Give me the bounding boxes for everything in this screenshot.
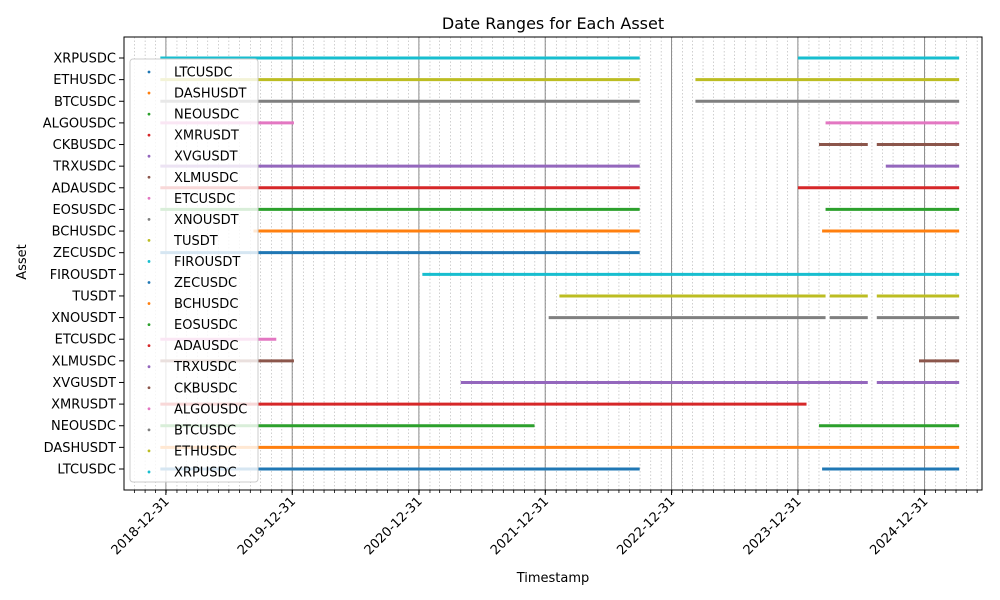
chart-title: Date Ranges for Each Asset — [442, 14, 664, 33]
y-tick-label: XLMUSDC — [52, 354, 116, 369]
legend-box — [129, 58, 259, 483]
legend-marker — [147, 91, 151, 95]
legend-marker — [147, 281, 151, 284]
legend-marker — [147, 386, 151, 390]
legend-label: FIROUSDT — [174, 255, 240, 270]
y-tick-label: XMRUSDT — [51, 398, 116, 413]
y-tick-label: NEOUSDC — [51, 419, 116, 434]
y-axis-label: Asset — [15, 244, 30, 280]
legend-label: ZECUSDC — [174, 276, 237, 291]
y-tick-label: ADAUSDC — [52, 181, 116, 196]
y-tick-label: ETHUSDC — [53, 73, 116, 88]
y-tick-label: LTCUSDC — [57, 463, 116, 478]
legend-label: XLMUSDC — [174, 171, 238, 186]
legend-label: ALGOUSDC — [174, 402, 247, 417]
x-axis-label: Timestamp — [516, 571, 590, 586]
legend-marker — [147, 112, 151, 116]
legend-label: BTCUSDC — [174, 423, 236, 438]
legend-label: XMRUSDT — [174, 129, 239, 144]
legend-label: XNOUSDT — [174, 213, 239, 228]
legend-label: CKBUSDC — [174, 381, 237, 396]
legend-marker — [147, 154, 151, 158]
y-tick-label: TUSDT — [71, 289, 116, 304]
y-tick-label: TRXUSDC — [52, 160, 116, 175]
legend-marker — [147, 239, 151, 242]
legend-marker — [147, 302, 151, 305]
legend-marker — [147, 196, 151, 200]
legend-label: DASHUSDT — [174, 87, 246, 102]
y-tick-label: EOSUSDC — [52, 203, 116, 218]
y-tick-label: XRPUSDC — [53, 52, 116, 67]
y-tick-label: BCHUSDC — [52, 225, 116, 240]
legend-label: XVGUSDT — [174, 150, 238, 165]
legend-label: EOSUSDC — [174, 318, 238, 333]
y-tick-label: XNOUSDT — [51, 311, 116, 326]
legend-label: ETCUSDC — [174, 192, 235, 207]
legend-label: LTCUSDC — [174, 66, 233, 81]
legend-marker — [147, 470, 151, 474]
y-tick-label: ZECUSDC — [53, 246, 116, 261]
y-tick-label: XVGUSDT — [52, 376, 116, 391]
legend-label: XRPUSDC — [174, 465, 237, 480]
legend: LTCUSDC DASHUSDT NEOUSDC XMRUSDT XVGUSDT XLMU… — [129, 58, 259, 483]
legend-label: TRXUSDC — [173, 360, 237, 375]
legend-marker — [147, 428, 151, 432]
legend-marker — [147, 217, 151, 221]
y-tick-label: ETCUSDC — [55, 333, 116, 348]
y-axis: LTCUSDC DASHUSDT NEOUSDC XMRUSDT XVGUSDT XLMU… — [43, 52, 124, 478]
legend-marker — [147, 344, 151, 348]
legend-marker — [147, 365, 151, 369]
y-tick-label: DASHUSDT — [44, 441, 116, 456]
legend-label: ETHUSDC — [174, 444, 237, 459]
y-tick-label: BTCUSDC — [54, 95, 116, 110]
y-tick-label: CKBUSDC — [53, 138, 116, 153]
legend-marker — [147, 323, 151, 326]
legend-marker — [147, 70, 151, 74]
legend-marker — [147, 175, 151, 179]
legend-label: BCHUSDC — [174, 297, 238, 312]
legend-marker — [147, 133, 151, 137]
legend-label: NEOUSDC — [174, 108, 239, 123]
legend-marker — [147, 407, 151, 411]
legend-label: TUSDT — [173, 234, 218, 249]
y-tick-label: ALGOUSDC — [43, 116, 116, 131]
plot-frame — [123, 36, 983, 491]
y-tick-label: FIROUSDT — [50, 268, 116, 283]
legend-label: ADAUSDC — [174, 339, 238, 354]
legend-marker — [147, 260, 151, 263]
legend-marker — [147, 449, 151, 453]
